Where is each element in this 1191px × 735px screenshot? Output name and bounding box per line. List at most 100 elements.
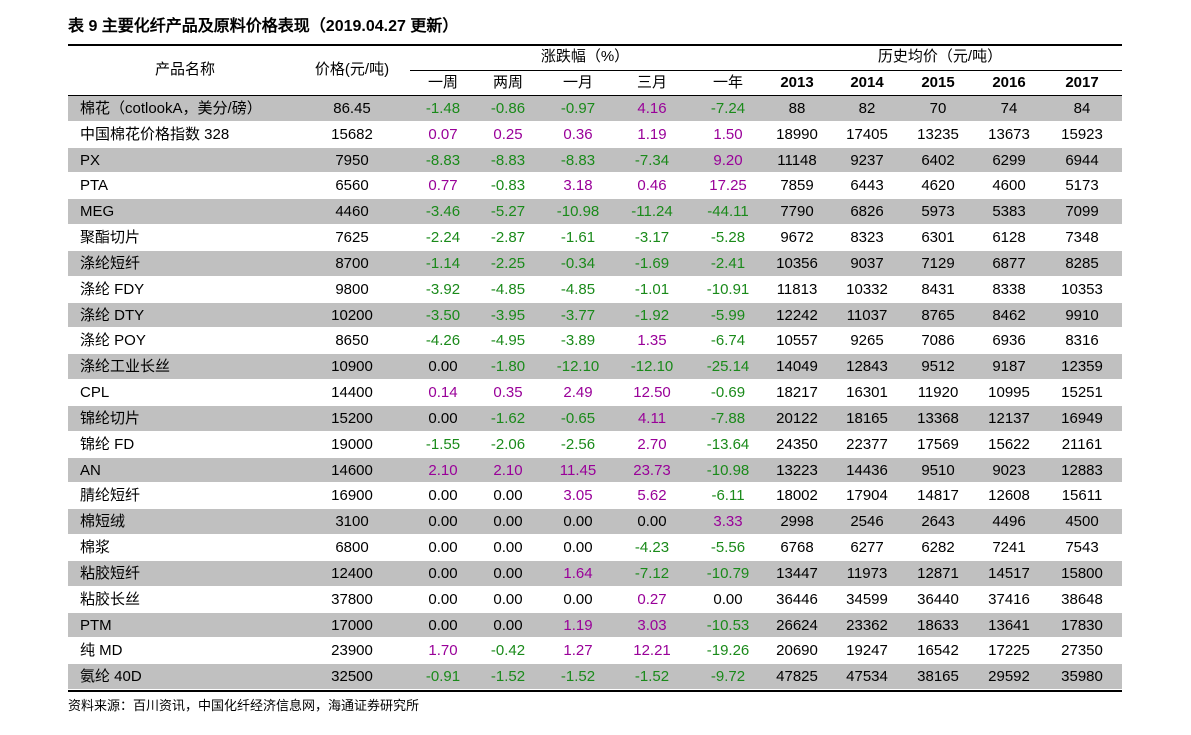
price-cell: 8700 [335, 254, 369, 272]
change-cell: -2.87 [490, 229, 526, 247]
history-cell: 6443 [850, 177, 884, 195]
history-cell: 22377 [846, 435, 888, 453]
change-cell: -10.91 [706, 280, 750, 298]
history-cell: 29592 [988, 668, 1030, 686]
history-cell: 10332 [846, 280, 888, 298]
price-cell: 6800 [335, 539, 369, 557]
change-cell: -4.26 [425, 332, 461, 350]
history-cell: 20122 [776, 409, 818, 427]
history-cell: 6128 [992, 229, 1026, 247]
change-cell: 0.00 [563, 539, 593, 557]
change-cell: -7.24 [710, 100, 746, 117]
history-cell: 13641 [988, 616, 1030, 634]
product-name: 涤纶 FDY [80, 280, 145, 298]
product-name: 锦纶切片 [80, 409, 141, 427]
history-cell: 47825 [776, 668, 818, 686]
history-cell: 7348 [1065, 229, 1099, 247]
change-cell: -8.83 [560, 151, 596, 169]
row-shade [68, 96, 1122, 121]
change-cell: 0.00 [493, 616, 523, 634]
history-cell: 20690 [776, 642, 818, 660]
bottom-rule [68, 690, 1122, 692]
history-cell: 16949 [1061, 409, 1103, 427]
history-cell: 14049 [776, 358, 818, 376]
change-cell: 0.36 [563, 125, 593, 143]
history-cell: 27350 [1061, 642, 1103, 660]
product-name: MEG [80, 203, 115, 221]
history-cell: 7086 [921, 332, 955, 350]
group-header: 涨跌幅（%） [540, 48, 630, 65]
product-name: CPL [80, 384, 110, 402]
history-cell: 15923 [1061, 125, 1103, 143]
history-cell: 5173 [1065, 177, 1099, 195]
history-cell: 15800 [1061, 564, 1103, 582]
row-shade [68, 147, 1122, 173]
column-header: 2014 [850, 74, 884, 91]
change-cell: -1.80 [490, 358, 526, 376]
column-header: 2015 [921, 74, 955, 91]
history-cell: 17830 [1061, 616, 1103, 634]
history-cell: 17569 [917, 435, 959, 453]
history-cell: 8285 [1065, 254, 1099, 272]
change-cell: -6.11 [711, 487, 745, 505]
group-rule [410, 70, 1122, 71]
history-cell: 2643 [921, 513, 955, 531]
product-name: 涤纶短纤 [80, 254, 141, 272]
change-cell: 0.00 [493, 564, 523, 582]
change-cell: -3.89 [560, 332, 596, 350]
change-cell: 0.07 [428, 125, 458, 143]
history-cell: 23362 [846, 616, 888, 634]
change-cell: 0.00 [713, 590, 743, 608]
change-cell: -3.46 [425, 203, 461, 221]
row-shade [68, 560, 1122, 586]
change-cell: -0.97 [560, 100, 596, 117]
price-cell: 86.45 [333, 100, 371, 117]
change-cell: -2.41 [710, 254, 746, 272]
change-cell: 12.50 [633, 384, 671, 402]
price-cell: 19000 [331, 435, 373, 453]
change-cell: 0.00 [428, 358, 458, 376]
change-cell: -2.56 [560, 435, 596, 453]
history-cell: 13235 [917, 125, 959, 143]
history-cell: 4600 [992, 177, 1026, 195]
row-shade [68, 354, 1122, 380]
change-cell: -1.14 [425, 254, 461, 272]
history-cell: 7790 [780, 203, 814, 221]
price-cell: 32500 [331, 668, 373, 686]
change-cell: 1.19 [637, 125, 667, 143]
history-cell: 11148 [777, 151, 817, 169]
history-cell: 8323 [850, 229, 884, 247]
history-cell: 9037 [850, 254, 884, 272]
change-cell: -12.10 [556, 358, 600, 376]
history-cell: 9187 [992, 358, 1026, 376]
history-cell: 6877 [992, 254, 1026, 272]
change-cell: -0.34 [560, 254, 596, 272]
history-cell: 13223 [776, 461, 818, 479]
change-cell: 3.05 [563, 487, 593, 505]
column-header: 三月 [636, 74, 668, 91]
change-cell: -1.01 [634, 280, 670, 298]
history-cell: 16301 [846, 384, 888, 402]
change-cell: -13.64 [706, 435, 750, 453]
history-cell: 10353 [1061, 280, 1103, 298]
history-cell: 7129 [921, 254, 955, 272]
price-cell: 17000 [331, 616, 373, 634]
column-header: 2013 [780, 74, 814, 91]
change-cell: 3.18 [563, 177, 593, 195]
history-cell: 47534 [846, 668, 888, 686]
row-shade [68, 612, 1122, 638]
change-cell: -1.61 [560, 229, 596, 247]
change-cell: 0.00 [428, 590, 458, 608]
history-cell: 18165 [846, 409, 888, 427]
history-cell: 6301 [921, 229, 955, 247]
row-shade [68, 509, 1122, 535]
change-cell: -0.42 [490, 642, 526, 660]
change-cell: 1.64 [563, 564, 593, 582]
header-rule [68, 95, 1122, 96]
product-name: 纯 MD [80, 642, 123, 660]
history-cell: 74 [1000, 100, 1018, 117]
change-cell: -7.88 [710, 409, 746, 427]
column-header: 产品名称 [154, 61, 216, 78]
change-cell: -0.83 [490, 177, 526, 195]
history-cell: 14817 [917, 487, 959, 505]
